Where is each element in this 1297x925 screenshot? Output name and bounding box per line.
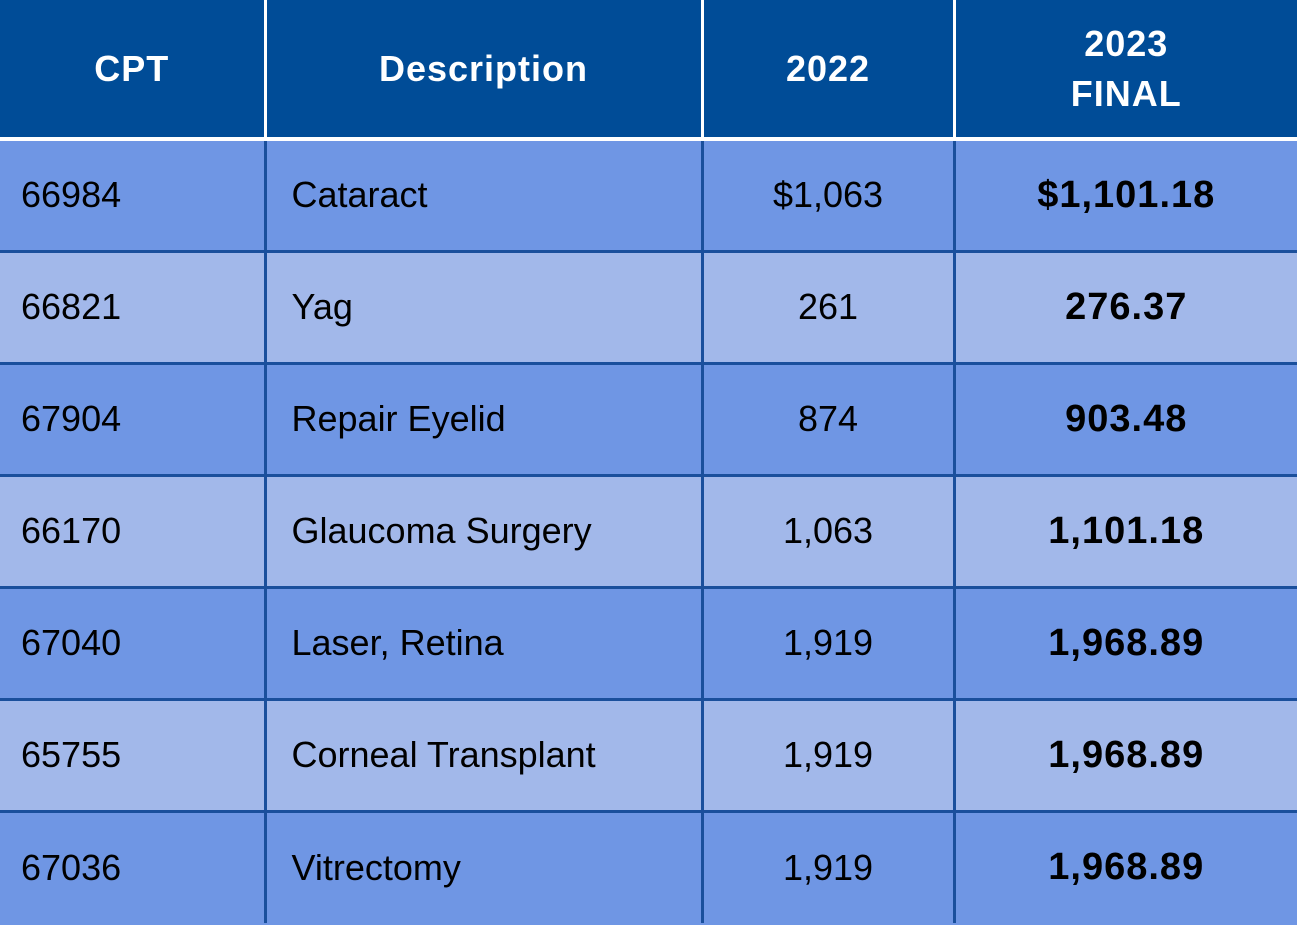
table-row: 66984 Cataract $1,063 $1,101.18	[0, 137, 1297, 251]
cell-description: Cataract	[263, 137, 702, 251]
cell-cpt: 67904	[0, 361, 265, 475]
header-2023-final: 2023 FINAL	[952, 0, 1297, 141]
cell-2023-final: 276.37	[952, 249, 1297, 363]
table-header: CPT Description 2022 2023 FINAL	[0, 0, 1297, 141]
header-cpt: CPT	[0, 0, 265, 141]
cell-2022: $1,063	[700, 137, 954, 251]
cell-2023-final: $1,101.18	[952, 137, 1297, 251]
cell-cpt: 66984	[0, 137, 265, 251]
cell-2022: 1,919	[700, 809, 954, 923]
cell-cpt: 66170	[0, 473, 265, 587]
cell-description: Repair Eyelid	[263, 361, 702, 475]
cell-2023-final: 1,101.18	[952, 473, 1297, 587]
cell-cpt: 65755	[0, 697, 265, 811]
header-2023-final-label: FINAL	[1070, 72, 1182, 114]
cell-description: Vitrectomy	[263, 809, 702, 923]
header-2022: 2022	[700, 0, 954, 141]
cell-description: Yag	[263, 249, 702, 363]
table-row: 65755 Corneal Transplant 1,919 1,968.89	[0, 697, 1297, 811]
cell-cpt: 67040	[0, 585, 265, 699]
header-row: CPT Description 2022 2023 FINAL	[0, 0, 1297, 141]
cell-cpt: 66821	[0, 249, 265, 363]
cell-2023-final: 1,968.89	[952, 697, 1297, 811]
cell-2023-final: 1,968.89	[952, 585, 1297, 699]
table-row: 66170 Glaucoma Surgery 1,063 1,101.18	[0, 473, 1297, 587]
table-row: 67904 Repair Eyelid 874 903.48	[0, 361, 1297, 475]
cell-description: Glaucoma Surgery	[263, 473, 702, 587]
cell-2023-final: 903.48	[952, 361, 1297, 475]
cell-2022: 261	[700, 249, 954, 363]
table-row: 67040 Laser, Retina 1,919 1,968.89	[0, 585, 1297, 699]
table-body: 66984 Cataract $1,063 $1,101.18 66821 Ya…	[0, 137, 1297, 923]
cell-2022: 1,919	[700, 697, 954, 811]
header-2023-year: 2023	[1084, 22, 1169, 64]
cell-2022: 1,063	[700, 473, 954, 587]
cell-description: Corneal Transplant	[263, 697, 702, 811]
cell-description: Laser, Retina	[263, 585, 702, 699]
cell-cpt: 67036	[0, 809, 265, 923]
cell-2022: 1,919	[700, 585, 954, 699]
table-row: 66821 Yag 261 276.37	[0, 249, 1297, 363]
cell-2022: 874	[700, 361, 954, 475]
header-description: Description	[263, 0, 702, 141]
table-row: 67036 Vitrectomy 1,919 1,968.89	[0, 809, 1297, 923]
cell-2023-final: 1,968.89	[952, 809, 1297, 923]
